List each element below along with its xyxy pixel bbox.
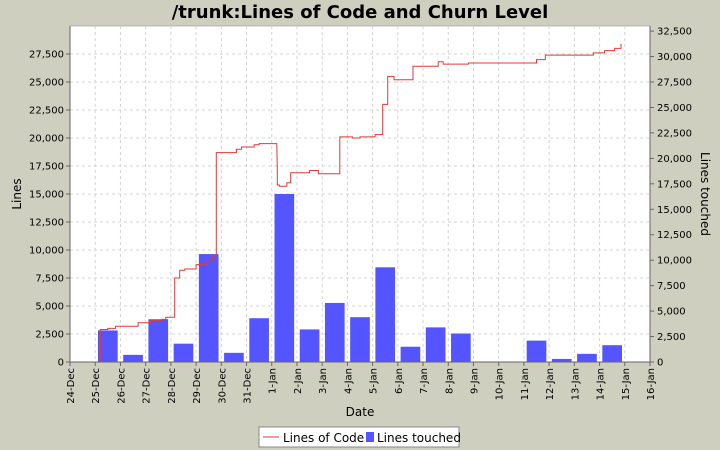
x-tick-label: 27-Dec [142,368,153,404]
x-tick-label: 7-Jan [419,368,430,394]
y-right-tick-label: 25,000 [657,103,692,114]
x-tick-label: 12-Jan [545,368,556,400]
bar-lines-touched [224,352,244,362]
y-axis-right-label: Lines touched [698,152,712,236]
y-left-tick-label: 15,000 [29,190,64,201]
x-tick-label: 3-Jan [318,368,329,394]
y-right-tick-label: 22,500 [657,128,692,139]
y-right-tick-label: 10,000 [657,256,692,267]
bar-lines-touched [198,254,219,362]
x-tick-label: 4-Jan [343,368,354,394]
y-right-tick-label: 2,500 [657,332,686,343]
bar-lines-touched [451,333,471,362]
y-right-tick-label: 15,000 [657,205,692,216]
bar-lines-touched [299,329,320,362]
x-tick-label: 2-Jan [293,368,304,394]
bar-lines-touched [375,267,396,362]
y-left-tick-label: 10,000 [29,246,64,257]
y-left-tick-label: 25,000 [29,78,64,89]
bar-lines-touched [400,346,421,362]
y-left-tick-label: 7,500 [35,274,64,285]
x-tick-label: 1-Jan [268,368,279,394]
bar-lines-touched [148,319,169,362]
x-tick-label: 5-Jan [369,368,380,394]
bar-lines-touched [249,318,269,362]
y-left-tick-label: 0 [58,358,64,369]
x-tick-label: 25-Dec [91,368,102,404]
y-left-tick-label: 27,500 [29,50,64,61]
bar-lines-touched [602,345,623,362]
bar-lines-touched [577,353,597,362]
legend-box [258,426,460,448]
bar-lines-touched [350,317,370,362]
x-tick-label: 9-Jan [469,368,480,394]
y-right-tick-label: 7,500 [657,281,686,292]
y-right-tick-label: 20,000 [657,154,692,165]
x-tick-label: 24-Dec [66,368,77,404]
x-tick-label: 14-Jan [596,368,607,400]
bar-lines-touched [526,340,547,362]
legend-label-lines-of-code: Lines of Code [283,431,364,445]
bar-lines-touched [551,358,572,362]
y-axis-left-label: Lines [10,178,24,209]
legend: Lines of Code Lines touched [258,426,461,448]
y-right-tick-label: 32,500 [657,27,692,38]
bar-lines-touched [274,194,295,362]
bars-series [97,194,623,362]
bar-lines-touched [123,354,143,362]
x-tick-label: 28-Dec [167,368,178,404]
legend-label-lines-touched: Lines touched [377,431,461,445]
y-left-tick-label: 22,500 [29,106,64,117]
x-tick-label: 30-Dec [217,368,228,404]
grid [69,26,651,363]
bar-lines-touched [97,330,118,362]
y-right-tick-label: 27,500 [657,78,692,89]
bar-lines-touched [324,302,345,362]
y-right-tick-label: 5,000 [657,307,686,318]
x-tick-label: 15-Jan [621,368,632,400]
y-right-tick-label: 30,000 [657,52,692,63]
x-tick-label: 8-Jan [444,368,455,394]
x-axis-label: Date [346,405,375,419]
y-right-tick-label: 0 [657,358,663,369]
chart-title: /trunk:Lines of Code and Churn Level [172,2,549,23]
legend-bar-swatch [366,432,374,442]
y-left-tick-label: 12,500 [29,218,64,229]
x-tick-label: 29-Dec [192,368,203,404]
axes: 24-Dec 25-Dec 26-Dec 27-Dec 28-Dec 29-Dec 30-D… [29,26,692,404]
bar-lines-touched [425,327,446,362]
x-tick-label: 16-Jan [646,368,657,400]
x-tick-label: 13-Jan [570,368,581,400]
x-tick-label: 11-Jan [520,368,531,400]
x-tick-label: 6-Jan [394,368,405,394]
y-right-tick-label: 17,500 [657,179,692,190]
y-left-tick-label: 2,500 [35,330,64,341]
y-left-tick-label: 17,500 [29,162,64,173]
y-right-tick-label: 12,500 [657,230,692,241]
line-lines-of-code [99,43,622,362]
y-left-tick-label: 20,000 [29,134,64,145]
bar-lines-touched [173,343,194,362]
x-tick-label: 10-Jan [495,368,506,400]
x-tick-label: 26-Dec [116,368,127,404]
y-left-tick-label: 5,000 [35,302,64,313]
line-series [99,43,622,362]
x-tick-label: 31-Dec [243,368,254,404]
